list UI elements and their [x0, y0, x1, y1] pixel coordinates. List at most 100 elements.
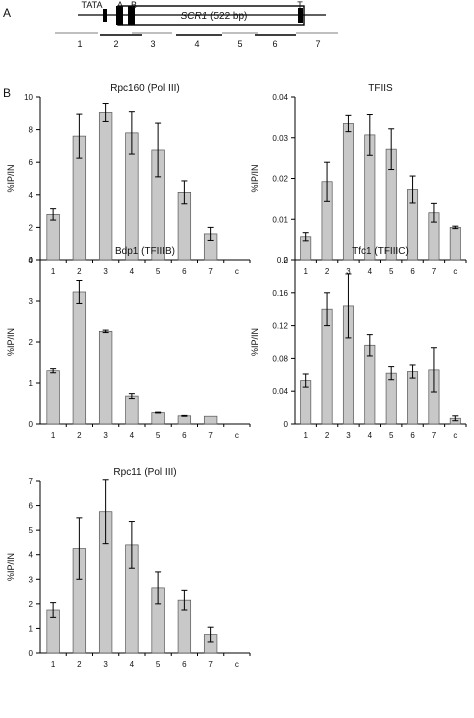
y-tick-label: 4	[29, 551, 34, 560]
region-label: 3	[150, 39, 155, 49]
bar	[46, 214, 60, 261]
x-tick-label: 4	[368, 267, 373, 276]
pcr-regions: 1 2 3 4 5 6 7	[55, 32, 338, 49]
y-tick-label: 1	[29, 379, 34, 388]
y-tick-label: 0	[284, 256, 289, 265]
y-tick-label: 2	[29, 600, 34, 609]
region-label: 2	[113, 39, 118, 49]
bar	[364, 344, 376, 425]
x-tick-label: 5	[389, 267, 394, 276]
y-tick-label: 0.16	[272, 289, 288, 298]
bar	[321, 308, 333, 425]
y-tick-label: 0	[29, 649, 34, 658]
x-tick-label: 3	[346, 267, 351, 276]
region-label: 6	[272, 39, 277, 49]
chart-title: Bdp1 (TFIIIB)	[115, 246, 175, 257]
terminator-label: T	[297, 0, 303, 10]
gene-size: (522 bp)	[210, 11, 247, 22]
y-tick-label: 7	[29, 477, 34, 486]
gene-name: SCR1	[181, 11, 208, 22]
x-tick-label: c	[235, 431, 239, 440]
a-box-label: A	[117, 0, 123, 10]
x-tick-label: c	[235, 660, 239, 669]
bar	[407, 371, 419, 425]
gene-schematic: TATA A B T SCR1 (522 bp)	[78, 0, 326, 26]
y-axis-label: %IP/IN	[6, 553, 16, 581]
x-tick-label: 1	[51, 267, 56, 276]
y-tick-label: 1	[29, 624, 34, 633]
x-tick-label: 3	[103, 660, 108, 669]
bar	[203, 415, 218, 425]
y-axis-label: %IP/IN	[6, 328, 16, 356]
bar	[72, 291, 87, 425]
gene-label: SCR1 (522 bp)	[181, 11, 248, 22]
bar	[98, 112, 113, 261]
terminator-box	[298, 8, 303, 23]
y-tick-label: 0	[29, 256, 34, 265]
y-tick-label: 0	[29, 420, 34, 429]
x-tick-label: 7	[208, 660, 213, 669]
region-label: 5	[237, 39, 242, 49]
x-tick-label: 6	[182, 267, 187, 276]
chart-title: Rpc160 (Pol III)	[110, 83, 179, 94]
x-tick-label: c	[453, 431, 457, 440]
x-tick-label: 5	[156, 660, 161, 669]
x-tick-label: 3	[103, 267, 108, 276]
chart-tfc1: Tfc1 (TFIIIC) %IP/IN 0 0.04 0.08 0.12 0.16 0.2 1…	[250, 246, 467, 440]
chart-title: Rpc11 (Pol III)	[113, 467, 176, 478]
x-tick-label: 6	[182, 431, 187, 440]
y-tick-label: 0.03	[272, 134, 288, 143]
x-tick-label: 1	[303, 431, 308, 440]
chart-title: TFIIS	[368, 83, 393, 94]
bar	[342, 123, 354, 261]
chart-title: Tfc1 (TFIIIC)	[352, 246, 409, 257]
y-tick-label: 0.08	[272, 354, 288, 363]
region-label: 7	[315, 39, 320, 49]
y-axis-label: %IP/IN	[6, 164, 16, 192]
x-tick-label: 7	[432, 267, 437, 276]
bar	[46, 370, 60, 425]
panel-b-label: B	[3, 86, 11, 100]
x-tick-label: 7	[208, 267, 213, 276]
x-tick-label: 1	[51, 431, 56, 440]
x-tick-label: 1	[303, 267, 308, 276]
bar	[385, 372, 397, 425]
x-tick-label: 3	[103, 431, 108, 440]
x-tick-label: 1	[51, 660, 56, 669]
x-tick-label: 5	[389, 431, 394, 440]
y-tick-label: 8	[29, 126, 34, 135]
b-box	[128, 6, 135, 25]
y-tick-label: 6	[29, 158, 34, 167]
x-tick-label: c	[453, 267, 457, 276]
y-tick-label: 0.12	[272, 322, 288, 331]
y-tick-label: 4	[29, 256, 34, 265]
y-tick-label: 4	[29, 191, 34, 200]
y-tick-label: 0.02	[272, 175, 288, 184]
x-tick-label: 2	[77, 431, 82, 440]
y-tick-label: 5	[29, 526, 34, 535]
x-tick-label: 4	[130, 431, 135, 440]
tata-box	[103, 9, 107, 22]
tata-label: TATA	[82, 0, 103, 10]
region-label: 4	[194, 39, 199, 49]
x-tick-label: 6	[182, 660, 187, 669]
scr1-gene-body	[117, 5, 305, 26]
x-tick-label: 2	[325, 431, 330, 440]
panel-a-label: A	[3, 6, 11, 20]
chart-tfiis: TFIIS %IP/IN 0 0.01 0.02 0.03 0.04 1 2 3 4 5 6 7 c	[250, 83, 467, 276]
y-tick-label: 2	[29, 223, 34, 232]
chart-rpc11: Rpc11 (Pol III) %IP/IN 0 1 2 3 4 5 6 7 1 2 3 4 5 6 7 c	[6, 467, 251, 669]
x-tick-label: 2	[325, 267, 330, 276]
bar	[98, 330, 113, 425]
y-axis-label: %IP/IN	[250, 164, 260, 192]
y-tick-label: 3	[29, 297, 34, 306]
bar	[125, 395, 139, 425]
region-label: 1	[77, 39, 82, 49]
y-tick-label: 0.01	[272, 215, 288, 224]
x-tick-label: 2	[77, 660, 82, 669]
x-tick-label: 3	[346, 431, 351, 440]
x-tick-label: 7	[432, 431, 437, 440]
x-tick-label: 5	[156, 267, 161, 276]
